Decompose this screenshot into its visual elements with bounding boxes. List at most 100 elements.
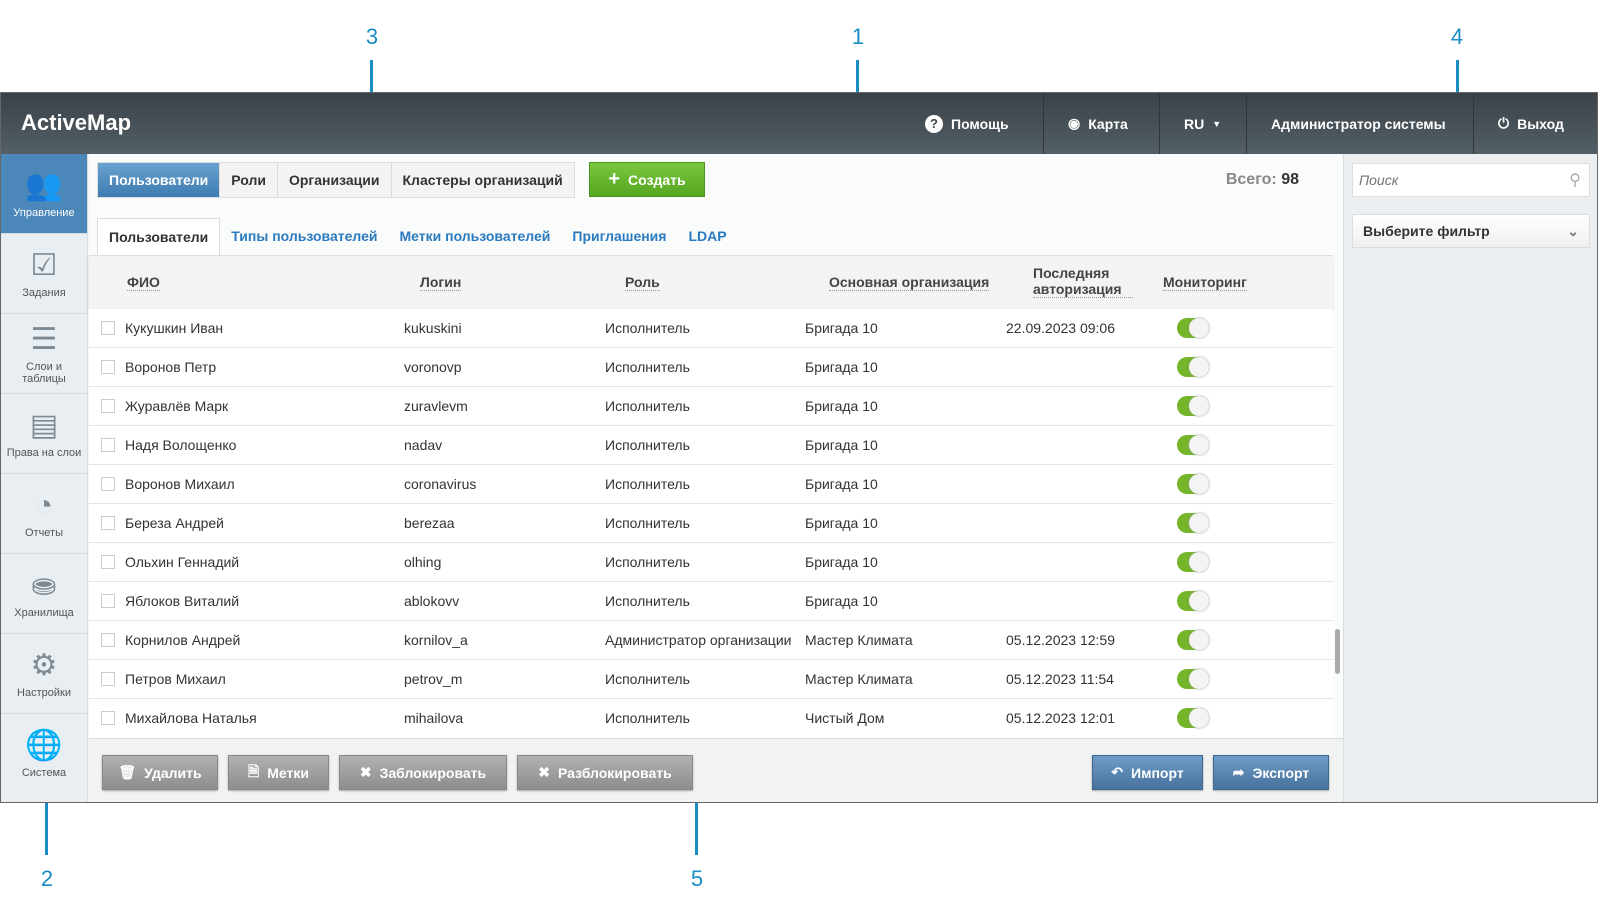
subtab-user-tags[interactable]: Метки пользователей — [399, 228, 551, 244]
logout-button[interactable]: ⏻ Выход — [1473, 93, 1588, 154]
monitoring-toggle[interactable] — [1177, 474, 1209, 494]
row-checkbox[interactable] — [101, 633, 115, 647]
import-button[interactable]: ↶ Импорт — [1092, 755, 1203, 790]
column-role[interactable]: Роль — [625, 274, 660, 291]
user-menu[interactable]: Администратор системы — [1246, 93, 1470, 154]
monitoring-toggle[interactable] — [1177, 708, 1209, 728]
table-scrollbar[interactable] — [1335, 629, 1340, 674]
row-checkbox[interactable] — [101, 399, 115, 413]
subtab-invitations[interactable]: Приглашения — [572, 228, 667, 244]
tab-roles[interactable]: Роли — [220, 163, 278, 197]
sidebar-item-layer-rights[interactable]: ▤ Права на слои — [1, 394, 87, 474]
total-value: 98 — [1281, 171, 1299, 188]
column-monitoring[interactable]: Мониторинг — [1163, 274, 1247, 291]
export-label: Экспорт — [1252, 764, 1310, 781]
map-button[interactable]: ◉ Карта — [1043, 93, 1152, 154]
sidebar-item-management[interactable]: 👥 Управление — [1, 154, 87, 234]
export-button[interactable]: ➦ Экспорт — [1213, 755, 1329, 790]
cell-name: Воронов Михаил — [125, 476, 235, 492]
map-label: Карта — [1088, 115, 1128, 132]
cell-login: zuravlevm — [404, 398, 468, 414]
sidebar-item-reports[interactable]: ◔ Отчеты — [1, 474, 87, 554]
subtab-user-types[interactable]: Типы пользователей — [231, 228, 378, 244]
table-row[interactable]: Береза Андрей berezaa Исполнитель Бригад… — [89, 504, 1333, 543]
callout-line — [45, 800, 48, 855]
table-row[interactable]: Петров Михаил petrov_m Исполнитель Масте… — [89, 660, 1333, 699]
row-checkbox[interactable] — [101, 672, 115, 686]
cell-login: nadav — [404, 437, 443, 453]
row-checkbox[interactable] — [101, 516, 115, 530]
x-icon: ✖ — [359, 764, 372, 780]
cell-name: Корнилов Андрей — [125, 632, 241, 648]
cell-login: ablokovv — [404, 593, 460, 609]
app-window: ActiveMap ? Помощь ◉ Карта RU ▼ Администрат… — [0, 92, 1598, 803]
table-row[interactable]: Воронов Михаил coronavirus Исполнитель Б… — [89, 465, 1333, 504]
cell-role: Исполнитель — [605, 554, 690, 570]
table-row[interactable]: Воронов Петр voronovp Исполнитель Бригад… — [89, 348, 1333, 387]
row-checkbox[interactable] — [101, 477, 115, 491]
column-login[interactable]: Логин — [420, 274, 462, 291]
monitoring-toggle[interactable] — [1177, 630, 1209, 650]
x-icon: ✖ — [538, 764, 551, 780]
tab-users[interactable]: Пользователи — [98, 163, 221, 197]
sidebar-item-layers[interactable]: ☰ Слои и таблицы — [1, 314, 87, 394]
row-checkbox[interactable] — [101, 438, 115, 452]
search-icon[interactable]: ⚲ — [1569, 172, 1581, 189]
create-button[interactable]: + Создать — [589, 162, 705, 197]
trash-icon: 🗑 — [118, 764, 137, 780]
action-bar: 🗑 Удалить 🗎 Метки ✖ Заблокировать ✖ Разблоки… — [89, 738, 1343, 802]
tab-organizations[interactable]: Организации — [278, 163, 392, 197]
column-name[interactable]: ФИО — [127, 274, 160, 291]
monitoring-toggle[interactable] — [1177, 669, 1209, 689]
table-row[interactable]: Михайлова Наталья mihailova Исполнитель … — [89, 699, 1333, 737]
cell-last-auth: 05.12.2023 11:54 — [1006, 671, 1114, 687]
monitoring-toggle[interactable] — [1177, 318, 1209, 338]
column-organization[interactable]: Основная организация — [829, 274, 990, 291]
language-label: RU — [1184, 115, 1205, 132]
monitoring-toggle[interactable] — [1177, 552, 1209, 572]
row-checkbox[interactable] — [101, 711, 115, 725]
table-row[interactable]: Корнилов Андрей kornilov_a Администратор… — [89, 621, 1333, 660]
cell-login: coronavirus — [404, 476, 477, 492]
table-row[interactable]: Журавлёв Марк zuravlevm Исполнитель Бриг… — [89, 387, 1333, 426]
sidebar-item-storage[interactable]: ⛂ Хранилища — [1, 554, 87, 634]
cell-role: Исполнитель — [605, 710, 690, 726]
row-checkbox[interactable] — [101, 594, 115, 608]
cell-organization: Чистый Дом — [805, 710, 885, 726]
delete-button[interactable]: 🗑 Удалить — [102, 755, 218, 790]
subtab-users[interactable]: Пользователи — [97, 218, 221, 255]
block-button[interactable]: ✖ Заблокировать — [339, 755, 507, 790]
list-icon: ▤ — [29, 408, 59, 442]
cell-last-auth: 05.12.2023 12:01 — [1006, 710, 1115, 726]
create-label: Создать — [628, 171, 686, 188]
monitoring-toggle[interactable] — [1177, 591, 1209, 611]
monitoring-toggle[interactable] — [1177, 435, 1209, 455]
users-icon: 👥 — [25, 168, 63, 202]
search-input[interactable] — [1353, 164, 1553, 196]
monitoring-toggle[interactable] — [1177, 357, 1209, 377]
help-button[interactable]: ? Помощь — [901, 93, 1033, 154]
language-dropdown[interactable]: RU ▼ — [1159, 93, 1245, 154]
row-checkbox[interactable] — [101, 321, 115, 335]
sidebar-item-system[interactable]: 🌐 Система — [1, 714, 87, 794]
table-row[interactable]: Кукушкин Иван kukuskini Исполнитель Бриг… — [89, 309, 1333, 348]
tags-button[interactable]: 🗎 Метки — [228, 755, 329, 790]
subtab-ldap[interactable]: LDAP — [688, 228, 727, 244]
column-last-auth[interactable]: Последняя авторизация — [1033, 265, 1133, 298]
filter-select[interactable]: Выберите фильтр ⌄ — [1352, 214, 1590, 248]
unblock-label: Разблокировать — [558, 764, 672, 781]
row-checkbox[interactable] — [101, 360, 115, 374]
monitoring-toggle[interactable] — [1177, 513, 1209, 533]
unblock-button[interactable]: ✖ Разблокировать — [517, 755, 693, 790]
table-row[interactable]: Яблоков Виталий ablokovv Исполнитель Бри… — [89, 582, 1333, 621]
sidebar-item-label: Слои и таблицы — [22, 360, 66, 385]
sidebar-item-tasks[interactable]: ☑ Задания — [1, 234, 87, 314]
table-row[interactable]: Ольхин Геннадий olhing Исполнитель Брига… — [89, 543, 1333, 582]
cell-login: olhing — [404, 554, 442, 570]
row-checkbox[interactable] — [101, 555, 115, 569]
tab-org-clusters[interactable]: Кластеры организаций — [402, 172, 563, 188]
callout-2: 2 — [40, 866, 54, 891]
sidebar-item-settings[interactable]: ⚙ Настройки — [1, 634, 87, 714]
table-row[interactable]: Надя Волощенко nadav Исполнитель Бригада… — [89, 426, 1333, 465]
monitoring-toggle[interactable] — [1177, 396, 1209, 416]
